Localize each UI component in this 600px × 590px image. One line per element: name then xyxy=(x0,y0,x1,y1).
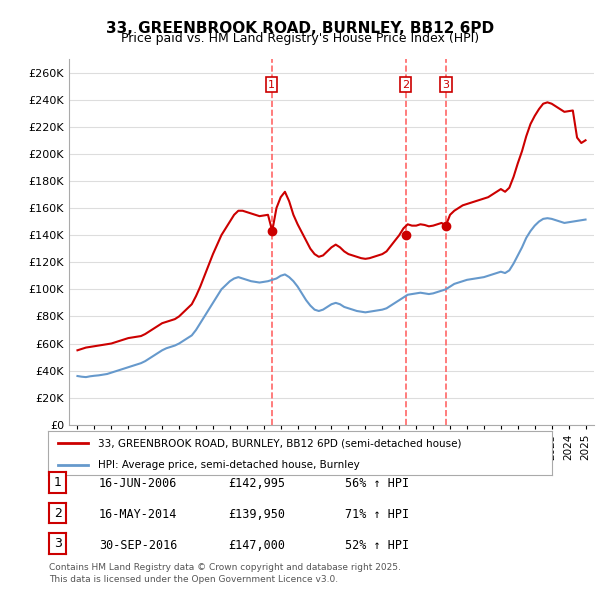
Text: 30-SEP-2016: 30-SEP-2016 xyxy=(99,539,178,552)
Text: £147,000: £147,000 xyxy=(228,539,285,552)
Text: 52% ↑ HPI: 52% ↑ HPI xyxy=(345,539,409,552)
Text: 3: 3 xyxy=(53,537,62,550)
Text: £139,950: £139,950 xyxy=(228,508,285,521)
Text: 1: 1 xyxy=(268,80,275,90)
Text: 56% ↑ HPI: 56% ↑ HPI xyxy=(345,477,409,490)
Text: 71% ↑ HPI: 71% ↑ HPI xyxy=(345,508,409,521)
Text: Contains HM Land Registry data © Crown copyright and database right 2025.
This d: Contains HM Land Registry data © Crown c… xyxy=(49,563,401,584)
Text: 16-MAY-2014: 16-MAY-2014 xyxy=(99,508,178,521)
Text: 1: 1 xyxy=(53,476,62,489)
Text: Price paid vs. HM Land Registry's House Price Index (HPI): Price paid vs. HM Land Registry's House … xyxy=(121,32,479,45)
Text: HPI: Average price, semi-detached house, Burnley: HPI: Average price, semi-detached house,… xyxy=(98,460,360,470)
Text: 3: 3 xyxy=(442,80,449,90)
Text: 2: 2 xyxy=(402,80,409,90)
Text: 16-JUN-2006: 16-JUN-2006 xyxy=(99,477,178,490)
Text: £142,995: £142,995 xyxy=(228,477,285,490)
Text: 33, GREENBROOK ROAD, BURNLEY, BB12 6PD (semi-detached house): 33, GREENBROOK ROAD, BURNLEY, BB12 6PD (… xyxy=(98,438,462,448)
Text: 33, GREENBROOK ROAD, BURNLEY, BB12 6PD: 33, GREENBROOK ROAD, BURNLEY, BB12 6PD xyxy=(106,21,494,35)
Text: 2: 2 xyxy=(53,506,62,520)
